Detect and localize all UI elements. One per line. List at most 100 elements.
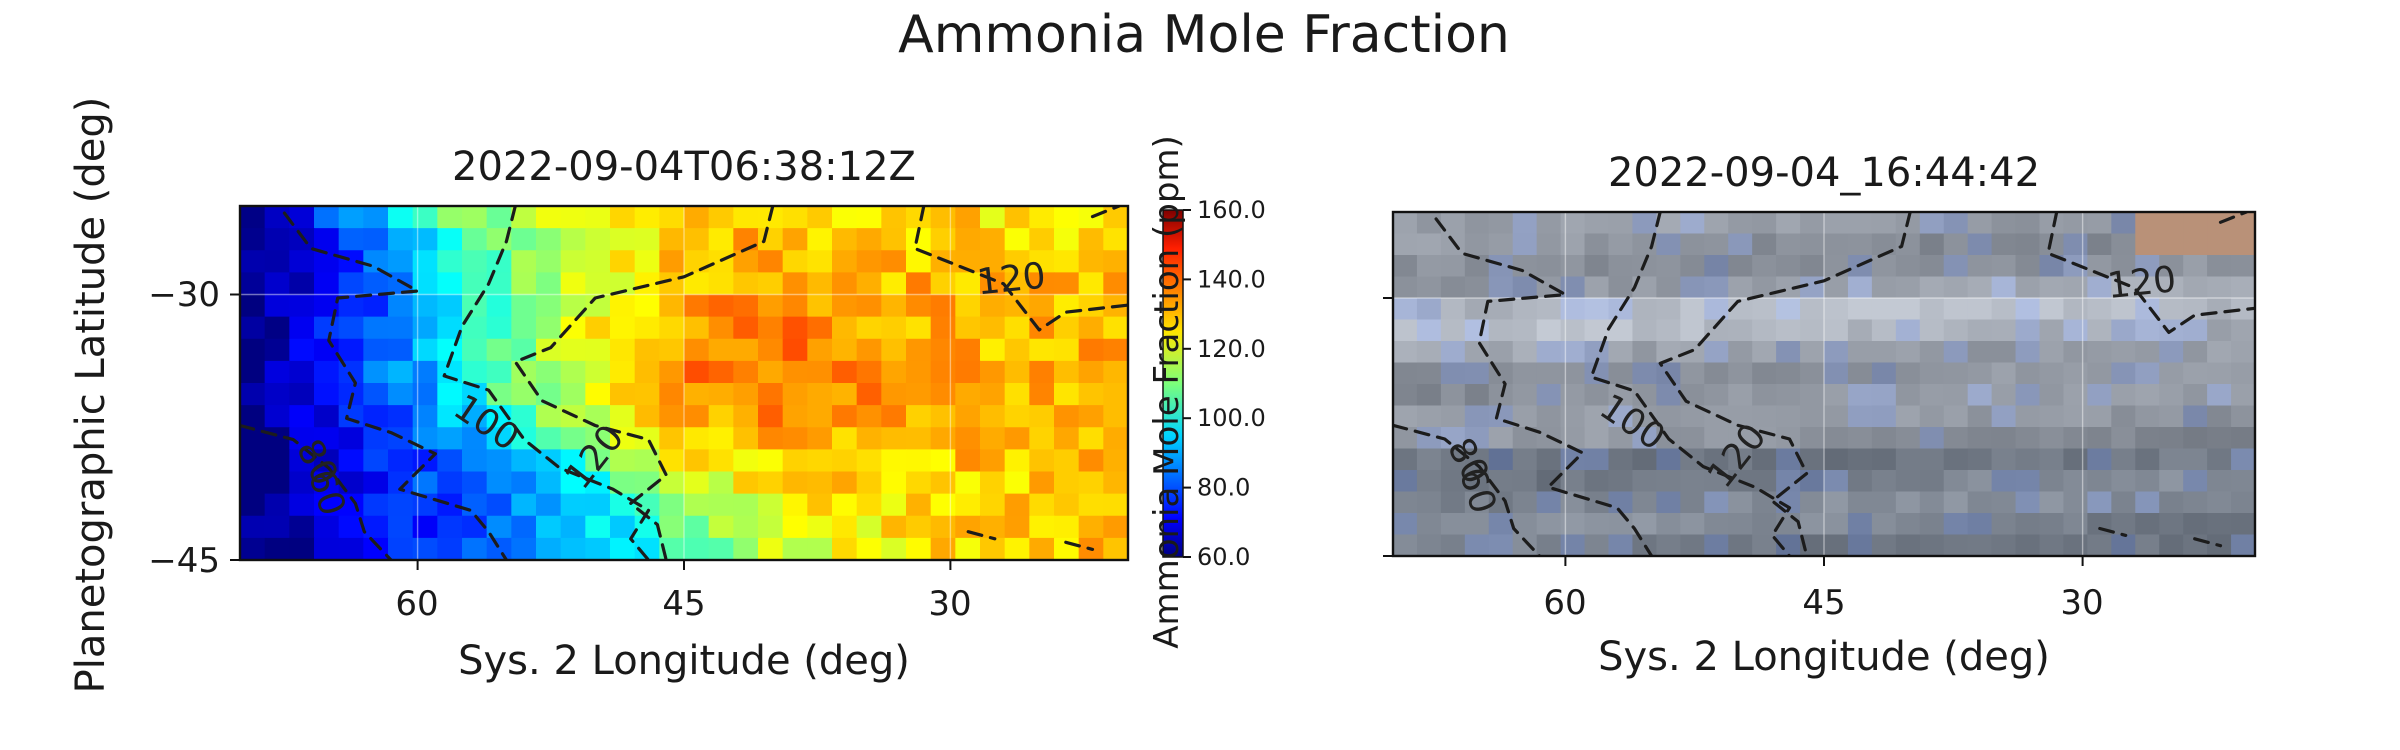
image-tile xyxy=(1871,405,1897,428)
image-tile xyxy=(1416,534,1442,556)
heatmap-cell xyxy=(881,427,907,451)
image-tile xyxy=(1560,362,1586,385)
image-tile xyxy=(1991,448,2017,471)
image-tile xyxy=(1393,212,1418,235)
heatmap-cell xyxy=(289,427,315,451)
image-tile xyxy=(1704,491,1730,514)
heatmap-cell xyxy=(758,294,784,318)
heatmap-cell xyxy=(314,427,340,451)
heatmap-cell xyxy=(708,228,735,252)
image-tile xyxy=(1608,276,1634,299)
heatmap-cell xyxy=(1078,360,1105,384)
heatmap-cell xyxy=(684,383,710,406)
image-tile xyxy=(1584,384,1610,407)
heatmap-cell xyxy=(856,449,883,473)
image-tile xyxy=(1584,212,1610,235)
heatmap-cell xyxy=(264,360,291,384)
heatmap-cell xyxy=(733,316,759,340)
heatmap-cell xyxy=(462,471,488,495)
image-tile xyxy=(1488,513,1514,536)
image-tile xyxy=(1488,212,1514,235)
colorbar-tick-label: 140.0 xyxy=(1197,265,1266,293)
image-tile xyxy=(2231,470,2255,493)
heatmap-cell xyxy=(486,405,513,429)
heatmap-cell xyxy=(980,206,1006,229)
heatmap-cell xyxy=(955,338,981,362)
heatmap-cell xyxy=(240,272,266,296)
image-tile xyxy=(1704,384,1730,407)
heatmap-cell xyxy=(314,449,340,473)
image-tile xyxy=(2183,448,2208,471)
image-tile xyxy=(1895,233,1921,256)
heatmap-cell xyxy=(881,250,907,274)
image-tile xyxy=(1728,534,1753,556)
image-tile xyxy=(1895,513,1921,536)
image-tile xyxy=(1800,491,1825,514)
heatmap-cell xyxy=(1103,228,1128,252)
image-tile xyxy=(1895,362,1921,385)
image-tile xyxy=(1895,255,1921,278)
heatmap-cell xyxy=(363,338,389,362)
heatmap-cell xyxy=(1103,338,1128,362)
heatmap-cell xyxy=(560,272,587,296)
heatmap-cell xyxy=(1078,427,1105,451)
heatmap-cell xyxy=(634,515,661,539)
heatmap-cell xyxy=(634,294,661,318)
image-tile xyxy=(2183,427,2208,450)
image-tile xyxy=(1824,212,1849,235)
image-tile xyxy=(2183,405,2208,428)
heatmap-cell xyxy=(832,338,858,362)
heatmap-cell xyxy=(832,316,858,340)
image-tile xyxy=(1704,513,1730,536)
image-tile xyxy=(1943,233,1969,256)
image-tile xyxy=(1464,491,1490,514)
heatmap-cell xyxy=(906,383,932,406)
heatmap-cell xyxy=(314,515,340,539)
heatmap-cell xyxy=(733,405,759,429)
heatmap-cell xyxy=(388,272,414,296)
heatmap-cell xyxy=(610,515,636,539)
heatmap-cell xyxy=(338,294,365,318)
heatmap-cell xyxy=(437,228,463,252)
heatmap-cell xyxy=(980,228,1006,252)
heatmap-cell xyxy=(634,338,661,362)
image-tile xyxy=(1824,319,1849,342)
heatmap-cell xyxy=(560,471,587,495)
image-tile xyxy=(1728,405,1753,428)
heatmap-cell xyxy=(388,294,414,318)
heatmap-cell xyxy=(560,360,587,384)
heatmap-cell xyxy=(1054,427,1080,451)
heatmap-cell xyxy=(930,493,957,517)
heatmap-cell xyxy=(289,449,315,473)
heatmap-cell xyxy=(610,360,636,384)
image-tile xyxy=(1967,341,1993,364)
image-tile xyxy=(1680,212,1706,235)
heatmap-cell xyxy=(856,228,883,252)
heatmap-cell xyxy=(289,272,315,296)
heatmap-cell xyxy=(240,515,266,539)
image-tile xyxy=(1871,384,1897,407)
heatmap-cell xyxy=(980,383,1006,406)
heatmap-cell xyxy=(560,383,587,406)
image-tile xyxy=(2015,405,2041,428)
image-tile xyxy=(2231,427,2255,450)
heatmap-cell xyxy=(1004,360,1031,384)
image-tile xyxy=(1824,276,1849,299)
heatmap-cell xyxy=(906,338,932,362)
image-tile xyxy=(1919,319,1945,342)
image-tile xyxy=(1393,448,1418,471)
heatmap-cell xyxy=(634,228,661,252)
heatmap-cell xyxy=(881,272,907,296)
heatmap-cell xyxy=(1054,206,1080,229)
image-tile xyxy=(1967,384,1993,407)
image-tile xyxy=(1704,448,1730,471)
heatmap-cell xyxy=(807,338,833,362)
heatmap-cell xyxy=(659,206,685,229)
heatmap-cell xyxy=(906,515,932,539)
heatmap-cell xyxy=(536,294,562,318)
heatmap-cell xyxy=(289,383,315,406)
image-tile xyxy=(1632,405,1658,428)
image-tile xyxy=(2039,384,2065,407)
heatmap-cell xyxy=(1103,360,1128,384)
image-tile xyxy=(2207,427,2232,450)
